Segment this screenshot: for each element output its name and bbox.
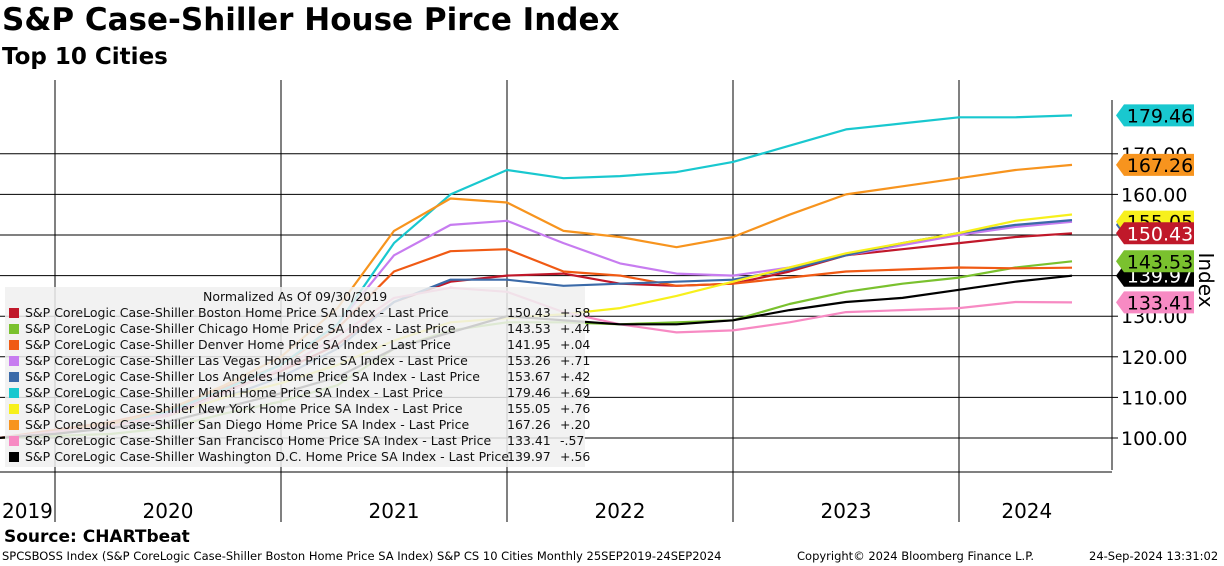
legend-item-change: +.42 <box>560 369 591 384</box>
source-note: Source: CHARTbeat <box>4 527 190 547</box>
last-value-flag <box>1116 153 1194 176</box>
last-value-flag <box>1116 222 1194 245</box>
legend-item-change: +.71 <box>560 353 591 368</box>
legend-item-last: 150.43 <box>507 305 551 320</box>
legend-swatch <box>9 324 19 334</box>
legend-item-last: 139.97 <box>507 449 551 464</box>
y-tick-label: 120.00 <box>1121 347 1187 369</box>
legend-item-name: S&P CoreLogic Case-Shiller Miami Home Pr… <box>25 385 443 400</box>
legend-item-change: +.44 <box>560 321 591 336</box>
legend-item-last: 153.26 <box>507 353 551 368</box>
legend-item-last: 179.46 <box>507 385 551 400</box>
y-tick-label: 110.00 <box>1121 387 1187 409</box>
legend-item-last: 133.41 <box>507 433 551 448</box>
legend-swatch <box>9 436 19 446</box>
legend: Normalized As Of 09/30/2019 S&P CoreLogi… <box>5 287 590 467</box>
x-tick-label: 2022 <box>595 499 646 523</box>
chart-subtitle: Top 10 Cities <box>2 44 168 70</box>
legend-swatch <box>9 372 19 382</box>
legend-item-name: S&P CoreLogic Case-Shiller Los Angeles H… <box>25 369 480 384</box>
y-axis-label: Index <box>1194 252 1218 307</box>
x-tick-label: 2023 <box>821 499 872 523</box>
last-value-label: 133.41 <box>1127 292 1193 314</box>
legend-item-name: S&P CoreLogic Case-Shiller Boston Home P… <box>25 305 449 320</box>
last-value-flag <box>1116 104 1194 127</box>
legend-item-name: S&P CoreLogic Case-Shiller New York Home… <box>25 401 463 416</box>
last-value-labels: 153.26153.67155.05139.97150.43143.53133.… <box>1116 104 1194 314</box>
last-value-flag <box>1116 291 1194 314</box>
legend-item-name: S&P CoreLogic Case-Shiller Chicago Home … <box>25 321 456 336</box>
legend-swatch <box>9 404 19 414</box>
legend-item-name: S&P CoreLogic Case-Shiller Washington D.… <box>25 449 510 464</box>
legend-item-change: +.76 <box>560 401 591 416</box>
last-value-label: 167.26 <box>1127 155 1193 177</box>
legend-item-change: +.69 <box>560 385 591 400</box>
legend-header: Normalized As Of 09/30/2019 <box>203 289 388 304</box>
y-tick-label: 160.00 <box>1121 184 1187 206</box>
x-tick-label: 2020 <box>143 499 194 523</box>
chart-title: S&P Case-Shiller House Pirce Index <box>2 2 620 38</box>
footer-copyright: Copyright© 2024 Bloomberg Finance L.P. <box>797 549 1034 563</box>
footer-timestamp: 24-Sep-2024 13:31:02 <box>1089 549 1219 563</box>
legend-item-name: S&P CoreLogic Case-Shiller Las Vegas Hom… <box>25 353 468 368</box>
legend-item-last: 167.26 <box>507 417 551 432</box>
legend-swatch <box>9 340 19 350</box>
legend-item-name: S&P CoreLogic Case-Shiller San Diego Hom… <box>25 417 470 432</box>
x-tick-label: 2019 <box>2 499 53 523</box>
legend-item-name: S&P CoreLogic Case-Shiller Denver Home P… <box>25 337 451 352</box>
legend-swatch <box>9 452 19 462</box>
last-value-label: 179.46 <box>1127 105 1193 127</box>
legend-swatch <box>9 420 19 430</box>
legend-item-name: S&P CoreLogic Case-Shiller San Francisco… <box>25 433 492 448</box>
legend-item-change: +.58 <box>560 305 591 320</box>
legend-swatch <box>9 388 19 398</box>
last-value-label: 143.53 <box>1127 251 1193 273</box>
legend-item-change: +.56 <box>560 449 591 464</box>
x-tick-label: 2024 <box>1001 499 1052 523</box>
legend-item-change: +.04 <box>560 337 591 352</box>
last-value-flag <box>1116 250 1194 273</box>
legend-swatch <box>9 356 19 366</box>
legend-item-change: +.20 <box>560 417 591 432</box>
x-axis: 2019 2020 2021 2022 2023 2024 <box>2 499 1052 523</box>
legend-item-last: 143.53 <box>507 321 551 336</box>
footer-security: SPCSBOSS Index (S&P CoreLogic Case-Shill… <box>2 549 722 563</box>
legend-swatch <box>9 308 19 318</box>
legend-item-last: 155.05 <box>507 401 551 416</box>
legend-item-last: 153.67 <box>507 369 551 384</box>
y-tick-label: 100.00 <box>1121 428 1187 450</box>
legend-item-last: 141.95 <box>507 337 551 352</box>
legend-item-change: -.57 <box>560 433 585 448</box>
x-tick-label: 2021 <box>369 499 420 523</box>
last-value-label: 150.43 <box>1127 223 1193 245</box>
